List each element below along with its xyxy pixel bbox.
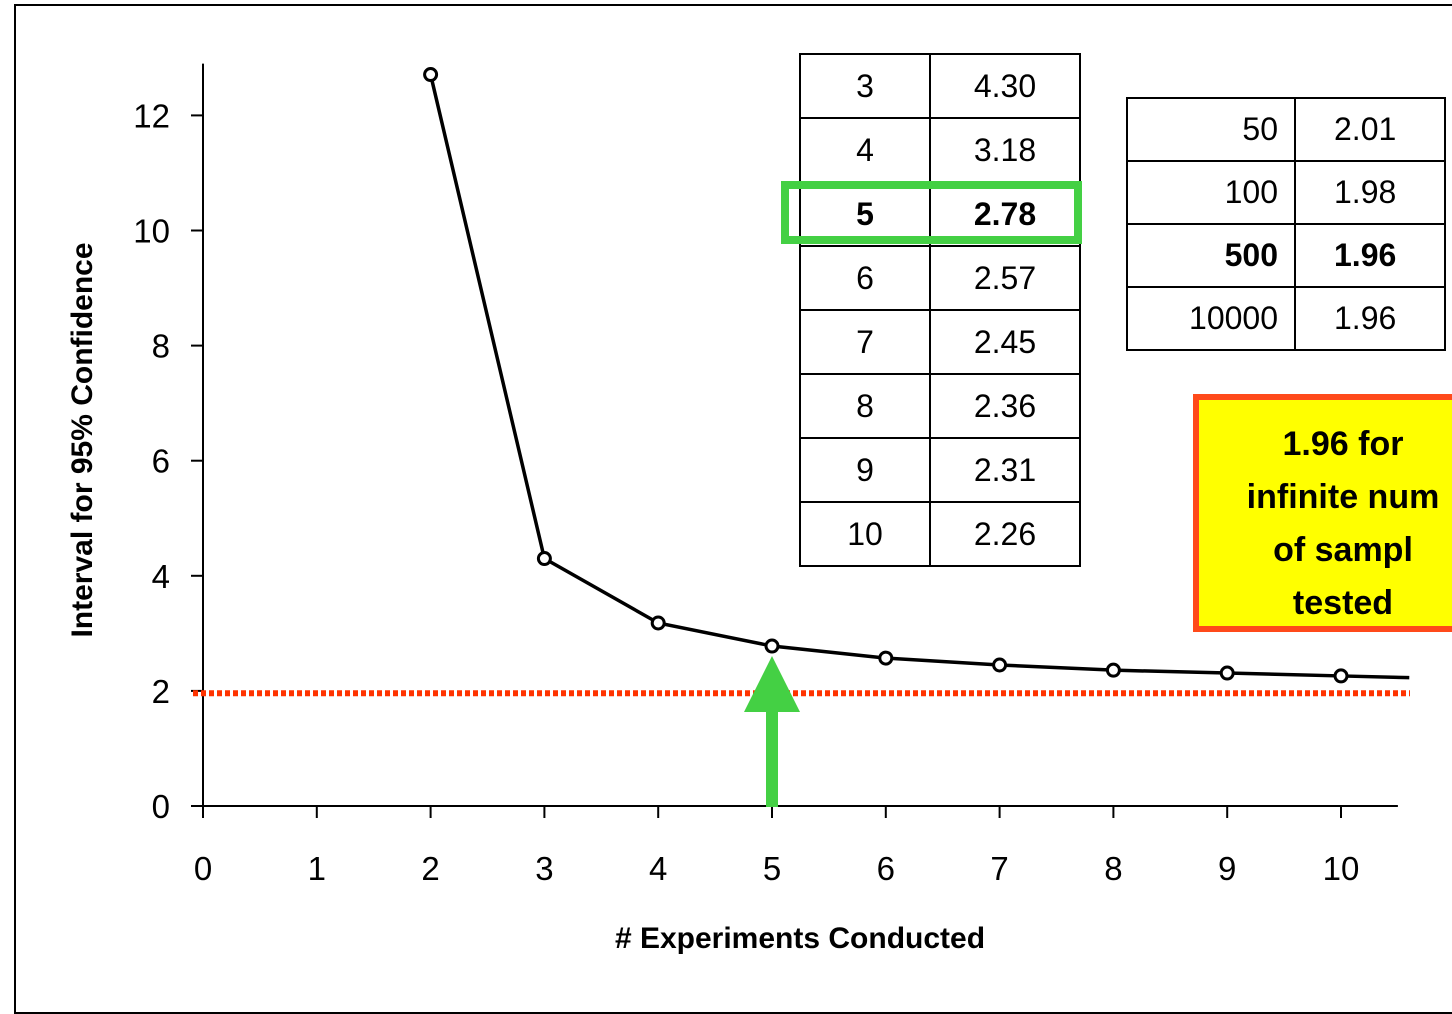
sample-count-cell: 3 [799, 53, 931, 119]
table-small-row: 10 2.26 [799, 501, 1081, 567]
t-value-cell: 4.30 [929, 53, 1081, 119]
y-axis-title: Interval for 95% Confidence [66, 242, 99, 637]
data-point [1105, 662, 1121, 678]
data-point [536, 551, 552, 567]
t-value-table-small-n: 3 4.30 4 3.18 5 2.78 6 2.57 7 2.45 8 2.36 9 2.31 10 2.2… [799, 53, 1081, 567]
chart-marks [193, 67, 1410, 807]
data-point [992, 657, 1008, 673]
up-arrow [744, 656, 800, 807]
sample-count-cell: 100 [1126, 160, 1296, 225]
table-small-row: 9 2.31 [799, 437, 1081, 503]
y-tick-label: 6 [152, 443, 170, 480]
y-tick-label: 2 [152, 673, 170, 710]
series-line [428, 74, 1410, 680]
sample-count-cell: 50 [1126, 97, 1296, 162]
data-point [1219, 665, 1235, 681]
table-large-row: 50 2.01 [1126, 97, 1446, 162]
x-tick-label: 0 [194, 850, 212, 887]
x-tick-label: 1 [308, 850, 326, 887]
highlight-box [781, 181, 1082, 244]
t-value-cell: 1.98 [1294, 160, 1446, 225]
data-point [650, 615, 666, 631]
table-large-row: 100 1.98 [1126, 160, 1446, 225]
y-tick-label: 4 [152, 558, 170, 595]
x-tick-label: 3 [535, 850, 553, 887]
table-large-row: 10000 1.96 [1126, 286, 1446, 351]
sample-count-cell: 4 [799, 117, 931, 183]
y-tick-label: 8 [152, 328, 170, 365]
y-tick-label: 10 [133, 213, 170, 250]
sample-count-cell: 9 [799, 437, 931, 503]
x-tick-label: 8 [1104, 850, 1122, 887]
t-value-cell: 2.57 [929, 245, 1081, 311]
sample-count-cell: 8 [799, 373, 931, 439]
y-tick-label: 0 [152, 788, 170, 825]
table-large-row: 500 1.96 [1126, 223, 1446, 288]
t-value-cell: 2.45 [929, 309, 1081, 375]
t-value-cell: 1.96 [1294, 223, 1446, 288]
data-point [1333, 668, 1349, 684]
sample-count-cell: 10 [799, 501, 931, 567]
table-small-row: 4 3.18 [799, 117, 1081, 183]
y-tick-label: 12 [133, 97, 170, 134]
sample-count-cell: 7 [799, 309, 931, 375]
t-value-cell: 3.18 [929, 117, 1081, 183]
sample-count-cell: 6 [799, 245, 931, 311]
sample-count-cell: 500 [1126, 223, 1296, 288]
x-tick-label: 7 [990, 850, 1008, 887]
x-tick-label: 10 [1323, 850, 1360, 887]
table-small-row: 8 2.36 [799, 373, 1081, 439]
x-tick-label: 2 [421, 850, 439, 887]
data-point [764, 638, 780, 654]
t-value-cell: 2.01 [1294, 97, 1446, 162]
t-value-table-large-n: 50 2.01 100 1.98 500 1.96 10000 1.96 [1126, 97, 1446, 351]
x-tick-label: 6 [877, 850, 895, 887]
callout-box: 1.96 for infinite num of sampl tested [1193, 394, 1452, 632]
x-tick-label: 9 [1218, 850, 1236, 887]
sample-count-cell: 10000 [1126, 286, 1296, 351]
x-tick-label: 4 [649, 850, 667, 887]
t-value-cell: 1.96 [1294, 286, 1446, 351]
table-small-row: 6 2.57 [799, 245, 1081, 311]
t-value-cell: 2.31 [929, 437, 1081, 503]
table-small-row: 7 2.45 [799, 309, 1081, 375]
table-small-row: 3 4.30 [799, 53, 1081, 119]
x-tick-label: 5 [763, 850, 781, 887]
t-value-cell: 2.36 [929, 373, 1081, 439]
data-point [423, 67, 439, 83]
x-axis-title: # Experiments Conducted [615, 922, 985, 955]
t-value-cell: 2.26 [929, 501, 1081, 567]
data-point [878, 650, 894, 666]
